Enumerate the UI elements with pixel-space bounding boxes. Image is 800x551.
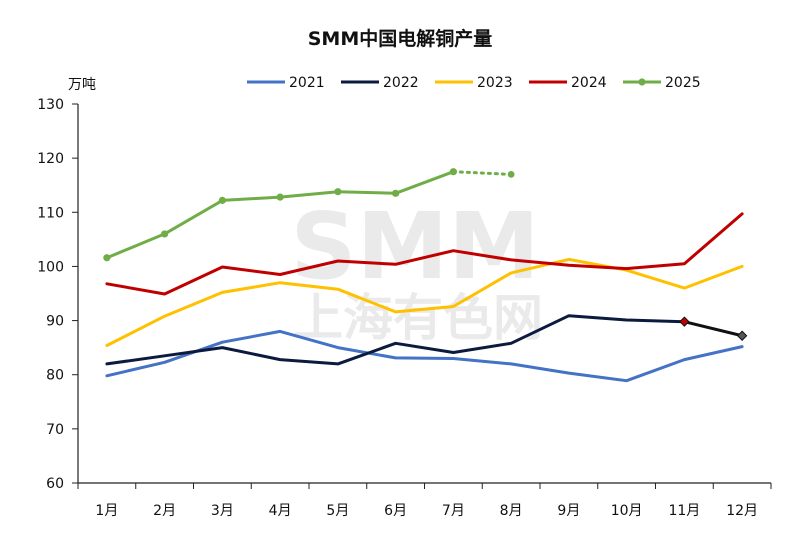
y-axis-unit-label: 万吨 xyxy=(68,77,96,93)
series-line-2023 xyxy=(105,257,744,347)
watermark-smm: SMM xyxy=(290,193,539,300)
data-point-2025 xyxy=(392,189,400,197)
x-tick-label: 2月 xyxy=(153,503,176,519)
y-tick-label: 120 xyxy=(37,151,64,167)
y-tick-label: 70 xyxy=(46,422,64,438)
forecast-line-2022 xyxy=(682,320,744,338)
data-point-2025 xyxy=(161,230,169,238)
series-group xyxy=(103,168,748,383)
axes: 60 70 80 90 100 110 120 130 1月 2月 3月 4月 5月 6月 7月 8月 9月 10… xyxy=(37,97,772,519)
x-tick-label: 7月 xyxy=(442,503,465,519)
x-tick-label: 4月 xyxy=(269,503,292,519)
x-tick-label: 11月 xyxy=(668,503,700,519)
x-tick-label: 9月 xyxy=(557,503,580,519)
chart-title: SMM中国电解铜产量 xyxy=(308,27,493,50)
y-tick-label: 100 xyxy=(37,259,64,275)
y-tick-label: 90 xyxy=(46,314,64,330)
legend: 2021 2022 2023 2024 2025 xyxy=(247,75,701,91)
x-tick-label: 5月 xyxy=(326,503,349,519)
x-tick-label: 1月 xyxy=(95,503,118,519)
series-line-2021 xyxy=(105,329,744,383)
y-tick-label: 110 xyxy=(37,205,64,221)
legend-label-2025: 2025 xyxy=(665,75,701,91)
series-line-2024 xyxy=(105,212,744,296)
x-tick-label: 8月 xyxy=(500,503,523,519)
data-point-2025 xyxy=(218,196,226,204)
y-tick-label: 80 xyxy=(46,368,64,384)
y-tick-label: 60 xyxy=(46,476,64,492)
diamond-marker-dec xyxy=(736,330,748,341)
legend-label-2023: 2023 xyxy=(477,75,513,91)
x-tick-label: 6月 xyxy=(384,503,407,519)
data-point-2025 xyxy=(103,254,111,262)
watermark-cn: 上海有色网 xyxy=(293,289,543,347)
legend-label-2021: 2021 xyxy=(289,75,325,91)
y-tick-label: 130 xyxy=(37,97,64,113)
diamond-marker-nov xyxy=(679,316,690,327)
data-point-2025 xyxy=(276,193,284,201)
legend-label-2022: 2022 xyxy=(383,75,419,91)
series-line-2022 xyxy=(105,314,686,366)
data-point-2025-forecast xyxy=(507,170,515,178)
legend-marker-2025 xyxy=(638,78,646,86)
x-tick-label: 3月 xyxy=(211,503,234,519)
x-tick-label: 12月 xyxy=(726,503,758,519)
x-tick-label: 10月 xyxy=(611,503,643,519)
forecast-line-2025 xyxy=(451,170,513,176)
data-point-2025 xyxy=(334,188,342,196)
legend-label-2024: 2024 xyxy=(571,75,607,91)
